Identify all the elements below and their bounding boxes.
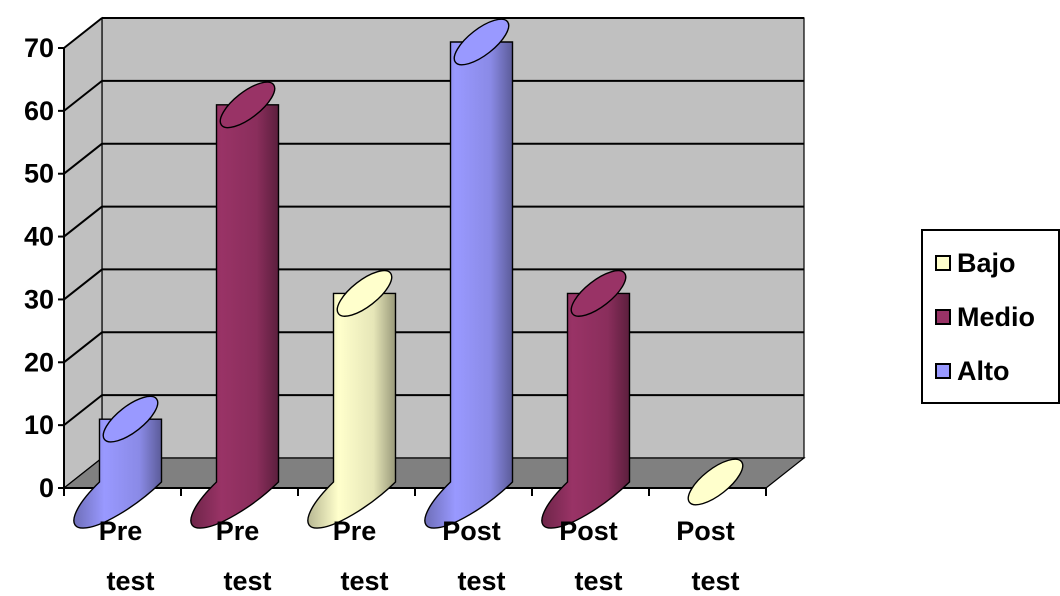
legend-swatch-alto (935, 363, 951, 379)
bar-body (307, 292, 397, 529)
bar-body (190, 104, 280, 529)
bar-5 (541, 269, 631, 529)
gridline-side (63, 331, 103, 364)
x-tick-label: Pre (216, 516, 260, 546)
y-tick-label: 0 (39, 473, 54, 503)
y-tick-label: 20 (24, 347, 54, 377)
legend-item-medio: Medio (935, 299, 1035, 335)
bar-1 (73, 395, 163, 529)
bar-6 (687, 458, 744, 506)
bar-body (541, 292, 631, 529)
legend-item-bajo: Bajo (935, 245, 1016, 281)
bar-top (687, 458, 744, 506)
chart-bars (73, 18, 744, 529)
y-tick-label: 50 (24, 159, 54, 189)
y-tick-label: 40 (24, 222, 54, 252)
bar-top (570, 269, 627, 317)
bar-4 (424, 18, 514, 529)
gridline-side (63, 268, 103, 301)
chart-legend: Bajo Medio Alto (921, 229, 1060, 404)
gridline-side (63, 394, 103, 426)
legend-label-bajo: Bajo (957, 247, 1016, 278)
gridline-side (63, 17, 103, 49)
chart-labels: 0 10 20 30 40 50 60 70 Pre test Pre test Pre test Post… (24, 33, 740, 596)
gridline-side (63, 205, 103, 238)
chart-plot: 0 10 20 30 40 50 60 70 Pre test Pre test Pre test Post… (24, 16, 806, 596)
x-tick-label: test (691, 566, 739, 596)
legend-label-alto: Alto (957, 355, 1010, 386)
bar-top (453, 18, 510, 66)
y-tick-label: 30 (24, 284, 54, 314)
side-wall (63, 16, 103, 490)
chart-walls (62, 16, 806, 490)
legend-label-medio: Medio (957, 301, 1035, 332)
x-tick-label: Post (559, 516, 618, 546)
x-tick-label: Post (676, 516, 735, 546)
floor (62, 457, 806, 489)
bar-body (424, 41, 514, 529)
bar-2 (190, 81, 280, 529)
x-tick-label: Pre (99, 516, 143, 546)
y-tick-label: 60 (24, 96, 54, 126)
bar-body (73, 418, 163, 529)
legend-swatch-medio (935, 309, 951, 325)
gridline-side (63, 142, 103, 175)
x-tick-label: test (574, 566, 622, 596)
bar-top (219, 81, 276, 129)
x-tick-label: test (223, 566, 271, 596)
y-tick-label: 70 (24, 33, 54, 63)
bar-top (336, 269, 393, 317)
legend-item-alto: Alto (935, 353, 1009, 389)
x-tick-label: test (106, 566, 154, 596)
bar-3 (307, 269, 397, 529)
x-tick-label: Post (442, 516, 501, 546)
gridline-side (63, 80, 103, 112)
chart-axes (58, 47, 767, 496)
bar-top (102, 395, 159, 443)
x-tick-label: test (340, 566, 388, 596)
legend-swatch-bajo (935, 255, 951, 271)
x-tick-label: test (457, 566, 505, 596)
y-tick-label: 10 (24, 410, 54, 440)
x-tick-label: Pre (333, 516, 377, 546)
